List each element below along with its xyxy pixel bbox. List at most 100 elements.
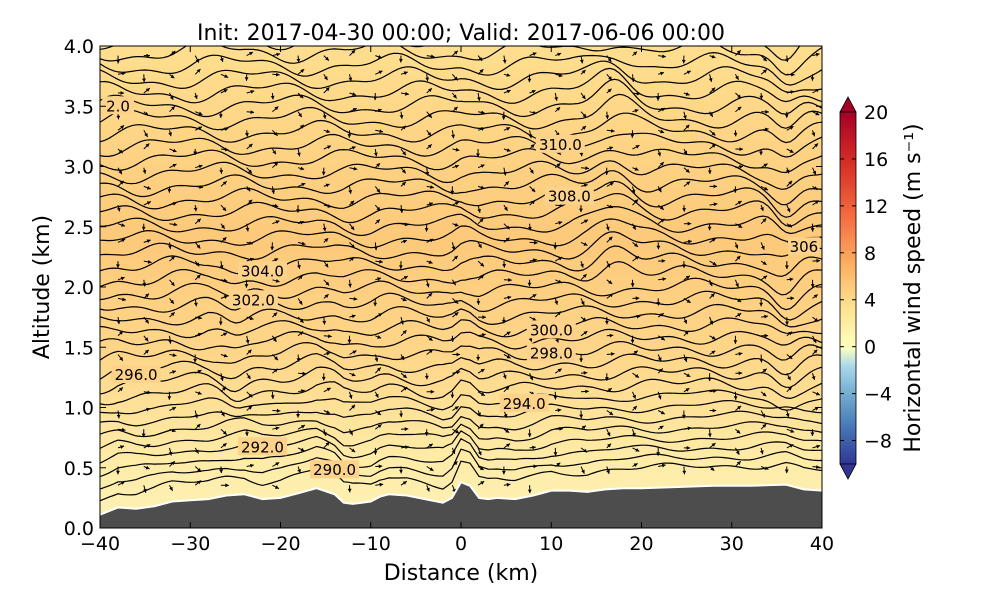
wind-arrowhead [787, 376, 791, 381]
wind-arrowhead [480, 392, 485, 396]
x-tick-label: 10 [539, 533, 563, 555]
wind-arrowhead [506, 73, 511, 77]
wind-arrowhead [428, 88, 432, 92]
wind-arrowhead [608, 76, 612, 81]
wind-arrowhead [349, 431, 353, 436]
wind-arrowhead [248, 241, 253, 245]
wind-arrowhead [478, 244, 482, 248]
wind-arrowhead [762, 368, 767, 373]
wind-arrowhead [323, 432, 327, 436]
wind-arrowhead [635, 448, 640, 452]
wind-arrowhead [454, 406, 459, 410]
wind-arrowhead [583, 242, 588, 246]
wind-arrowhead [402, 374, 407, 378]
colorbar-min-extend [839, 463, 857, 480]
wind-arrowhead [683, 319, 688, 324]
contour-line [100, 78, 822, 118]
wind-arrowhead [686, 446, 691, 450]
contour-line [100, 245, 822, 278]
wind-arrowhead [321, 171, 326, 176]
wind-arrowhead [172, 370, 176, 374]
wind-arrowhead [815, 391, 820, 396]
wind-arrowhead [607, 388, 612, 392]
wind-arrowhead [455, 201, 459, 206]
wind-arrowhead [557, 408, 562, 413]
wind-arrowhead [425, 77, 430, 82]
wind-arrowhead [478, 57, 483, 61]
contour-label: 292.0 [241, 438, 284, 456]
wind-arrowhead [275, 220, 280, 224]
wind-arrowhead [120, 445, 125, 449]
wind-arrowhead [219, 170, 224, 174]
wind-arrowhead [404, 427, 409, 431]
wind-arrowhead [682, 470, 687, 475]
wind-arrowhead [197, 332, 202, 337]
wind-arrowhead [657, 395, 662, 400]
wind-arrowhead [632, 394, 636, 399]
wind-arrowhead [248, 406, 253, 410]
wind-arrowhead [120, 481, 125, 485]
wind-arrowhead [583, 371, 588, 375]
wind-arrowhead [377, 277, 381, 281]
wind-arrowhead [736, 429, 741, 434]
wind-arrowhead [272, 150, 276, 155]
wind-arrowhead [479, 423, 484, 428]
wind-arrowhead [224, 147, 229, 152]
wind-arrowhead [223, 295, 228, 299]
terrain-outline [100, 480, 822, 516]
wind-arrowhead [146, 201, 151, 205]
wind-arrowhead [146, 444, 151, 448]
contour-line [100, 112, 822, 144]
wind-arrowhead [223, 353, 228, 358]
wind-arrowhead [531, 90, 536, 94]
wind-arrowhead [739, 147, 743, 151]
wind-arrowhead [785, 321, 789, 326]
wind-arrowhead [532, 110, 537, 115]
wind-arrowhead [533, 464, 538, 469]
wind-arrowhead [146, 186, 151, 190]
wind-arrowhead [737, 313, 742, 317]
contour-line [100, 260, 822, 296]
wind-arrowhead [219, 114, 223, 118]
wind-arrowhead [609, 411, 614, 415]
wind-arrowhead [321, 376, 326, 381]
wind-arrowhead [658, 368, 663, 373]
wind-arrowhead [121, 427, 126, 432]
wind-arrowhead [527, 282, 532, 287]
wind-arrowhead [300, 166, 305, 171]
wind-arrowhead [249, 316, 254, 321]
wind-arrowhead [608, 236, 613, 241]
wind-arrowhead [528, 226, 532, 231]
wind-arrowhead [450, 190, 455, 195]
wind-arrowhead [660, 129, 665, 134]
wind-arrowhead [810, 432, 815, 436]
wind-arrowhead [328, 334, 332, 339]
wind-arrowhead [119, 331, 123, 335]
wind-arrowhead [270, 246, 275, 251]
wind-arrowhead [455, 147, 460, 152]
wind-arrowhead [219, 265, 224, 269]
wind-arrowhead [379, 482, 384, 487]
wind-arrowhead [195, 449, 199, 454]
wind-arrowhead [685, 275, 690, 280]
wind-arrowhead [297, 469, 301, 473]
wind-arrowhead [220, 377, 224, 381]
wind-arrowhead [788, 331, 793, 336]
wind-arrowhead [245, 132, 249, 137]
wind-arrowhead [480, 164, 485, 168]
wind-arrowhead [736, 461, 741, 466]
wind-arrowhead [581, 70, 586, 74]
colorbar-ticks: −8 −4 0 4 8 12 16 20 [840, 102, 892, 453]
wind-arrowhead [246, 187, 251, 192]
wind-arrowhead [274, 162, 278, 167]
wind-arrowhead [142, 78, 146, 83]
wind-arrowhead [812, 170, 816, 175]
contour-line [100, 377, 822, 406]
x-tick-label: 40 [810, 533, 834, 555]
wind-arrowhead [147, 260, 152, 264]
wind-arrowhead [377, 367, 381, 372]
wind-arrowhead [710, 293, 715, 298]
wind-arrowhead [425, 283, 430, 288]
wind-arrowhead [273, 312, 278, 317]
wind-arrowhead [735, 283, 739, 288]
